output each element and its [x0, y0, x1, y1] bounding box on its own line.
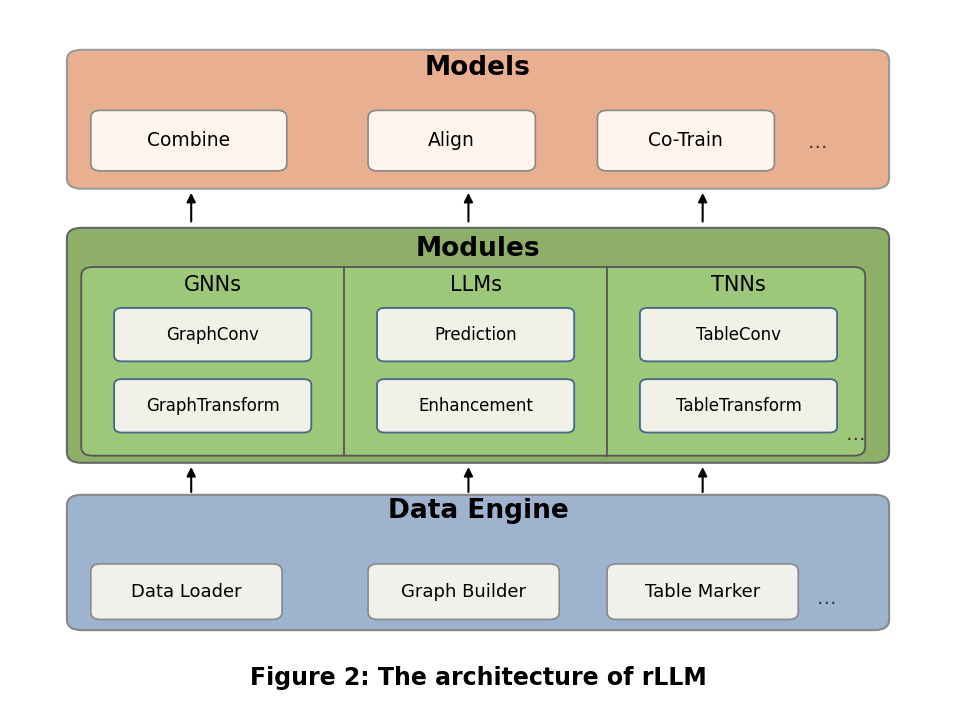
FancyBboxPatch shape	[368, 564, 559, 619]
Text: TableTransform: TableTransform	[676, 397, 801, 415]
FancyBboxPatch shape	[607, 564, 798, 619]
Text: Combine: Combine	[147, 131, 230, 150]
FancyBboxPatch shape	[377, 308, 575, 361]
Text: Modules: Modules	[416, 236, 540, 262]
FancyBboxPatch shape	[67, 228, 889, 463]
Text: Data Engine: Data Engine	[387, 498, 569, 524]
Text: …: …	[808, 133, 827, 152]
Text: TableConv: TableConv	[696, 325, 781, 344]
Text: Graph Builder: Graph Builder	[402, 582, 526, 601]
FancyBboxPatch shape	[598, 110, 774, 171]
FancyBboxPatch shape	[377, 379, 575, 432]
Text: Enhancement: Enhancement	[418, 397, 533, 415]
Text: GraphTransform: GraphTransform	[146, 397, 279, 415]
Text: LLMs: LLMs	[449, 275, 502, 295]
Text: Co-Train: Co-Train	[648, 131, 724, 150]
Text: TNNs: TNNs	[711, 275, 766, 295]
FancyBboxPatch shape	[67, 495, 889, 630]
FancyBboxPatch shape	[67, 50, 889, 189]
Text: Align: Align	[428, 131, 475, 150]
FancyBboxPatch shape	[91, 110, 287, 171]
Text: GraphConv: GraphConv	[166, 325, 259, 344]
Text: Figure 2: The architecture of rLLM: Figure 2: The architecture of rLLM	[250, 666, 706, 690]
FancyBboxPatch shape	[81, 267, 865, 456]
Text: Table Marker: Table Marker	[645, 582, 760, 601]
FancyBboxPatch shape	[640, 379, 837, 432]
Text: Models: Models	[425, 55, 531, 80]
Text: …: …	[817, 589, 836, 607]
Text: GNNs: GNNs	[184, 275, 242, 295]
FancyBboxPatch shape	[91, 564, 282, 619]
FancyBboxPatch shape	[640, 308, 837, 361]
FancyBboxPatch shape	[368, 110, 535, 171]
FancyBboxPatch shape	[114, 308, 312, 361]
Text: Prediction: Prediction	[434, 325, 517, 344]
FancyBboxPatch shape	[114, 379, 312, 432]
Text: Data Loader: Data Loader	[131, 582, 242, 601]
Text: …: …	[846, 425, 865, 444]
